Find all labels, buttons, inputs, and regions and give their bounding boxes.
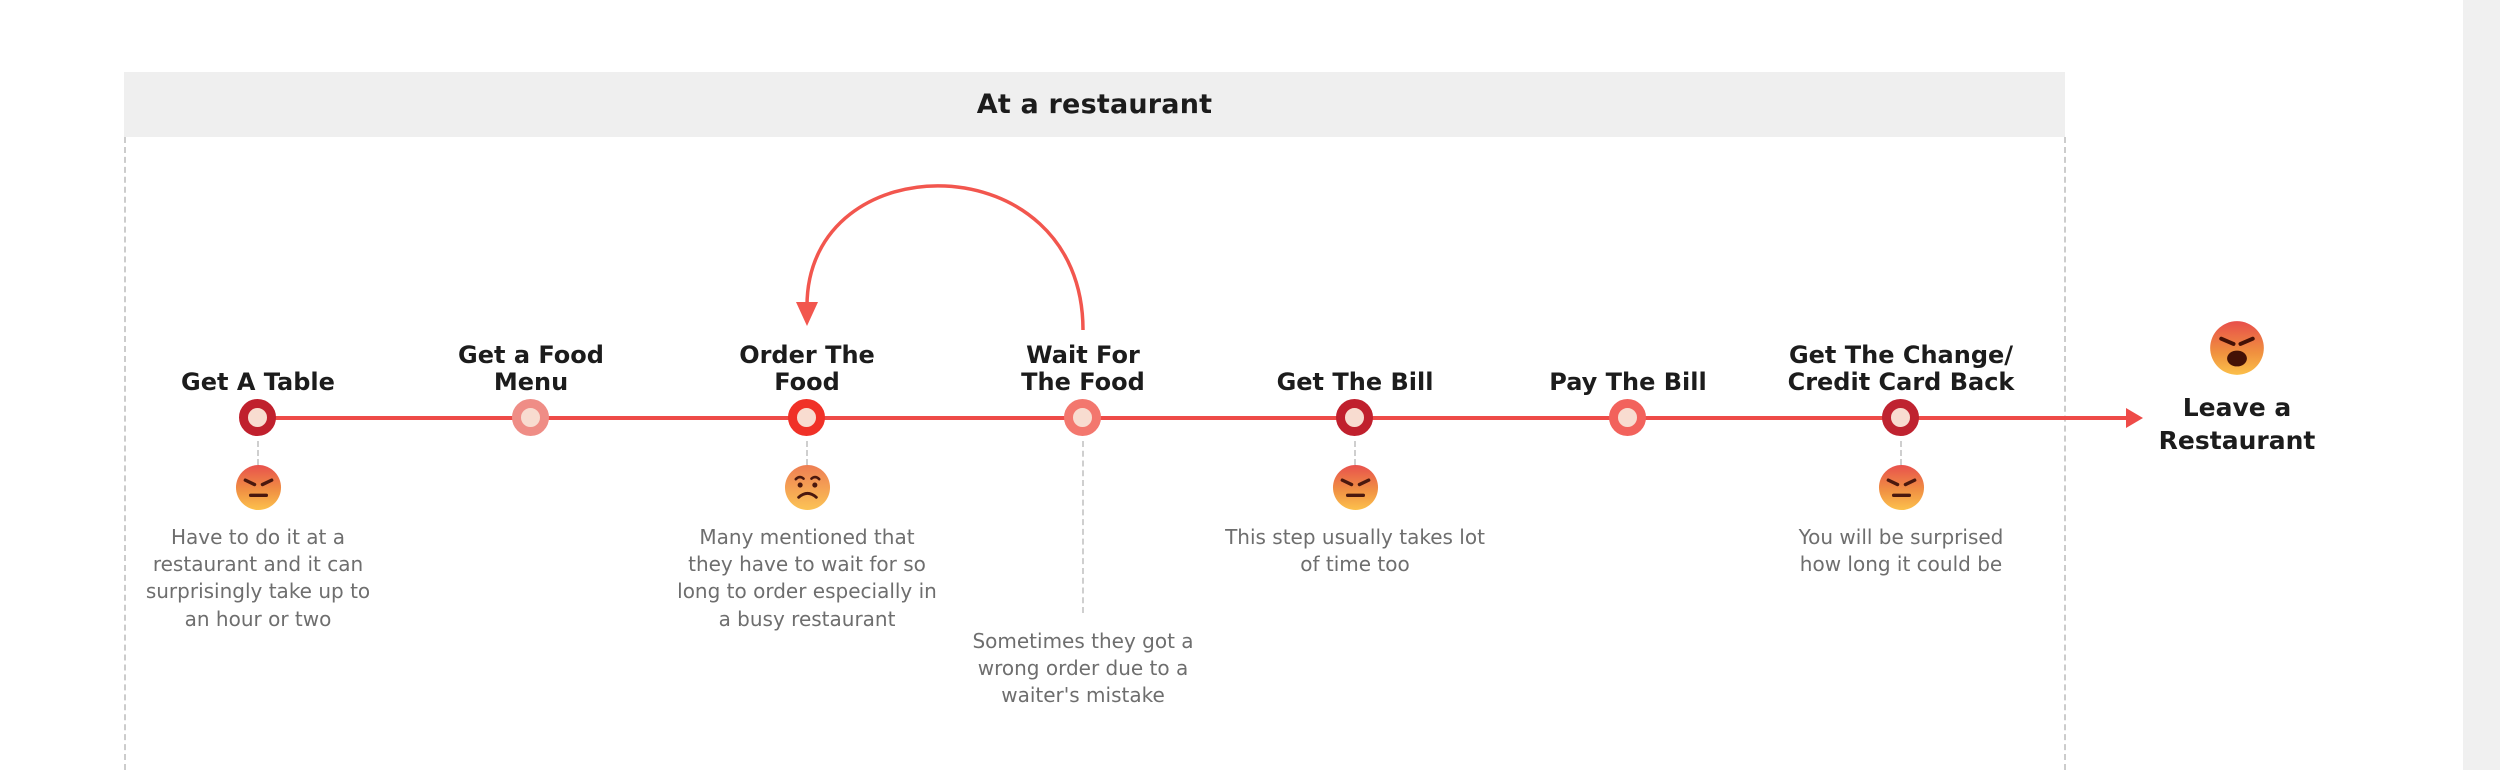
step-label: Pay The Bill — [1549, 368, 1707, 397]
end-step-label: Leave a Restaurant — [2158, 393, 2316, 455]
timeline-line — [258, 416, 2128, 420]
step-note: You will be surprised how long it could … — [1798, 525, 2004, 577]
step-dot — [1609, 399, 1646, 436]
step-note: Many mentioned that they have to wait fo… — [677, 525, 937, 631]
journey-title-bar: At a restaurant — [124, 72, 2065, 137]
journey-title: At a restaurant — [976, 89, 1213, 120]
emoji-rage-icon — [2209, 320, 2265, 376]
step-note: Sometimes they got a wrong order due to … — [972, 629, 1194, 708]
step-label: Wait For The Food — [1021, 341, 1145, 397]
emoji-sad-icon — [784, 464, 831, 511]
step-label: Order The Food — [739, 341, 875, 397]
canvas-right-dashed-border — [2064, 137, 2066, 770]
step-label: Get a Food Menu — [458, 341, 604, 397]
step-connector — [1082, 441, 1084, 613]
step-label: Get A Table — [181, 368, 335, 397]
emoji-angry-icon — [1878, 464, 1925, 511]
step-dot — [1064, 399, 1101, 436]
emoji-angry-icon — [235, 464, 282, 511]
step-dot — [1336, 399, 1373, 436]
canvas-right-gray-band — [2463, 0, 2500, 770]
step-dot — [1882, 399, 1919, 436]
timeline-arrowhead-icon — [2126, 408, 2143, 428]
step-connector — [1900, 441, 1902, 465]
step-connector — [806, 441, 808, 465]
canvas-left-dashed-border — [124, 137, 126, 770]
emoji-angry-icon — [1332, 464, 1379, 511]
step-note: Have to do it at a restaurant and it can… — [145, 525, 371, 631]
step-dot — [239, 399, 276, 436]
step-dot — [512, 399, 549, 436]
step-connector — [1354, 441, 1356, 465]
step-note: This step usually takes lot of time too — [1225, 525, 1485, 577]
step-dot — [788, 399, 825, 436]
step-label: Get The Bill — [1276, 368, 1434, 397]
step-label: Get The Change/ Credit Card Back — [1787, 341, 2015, 397]
step-connector — [257, 441, 259, 465]
